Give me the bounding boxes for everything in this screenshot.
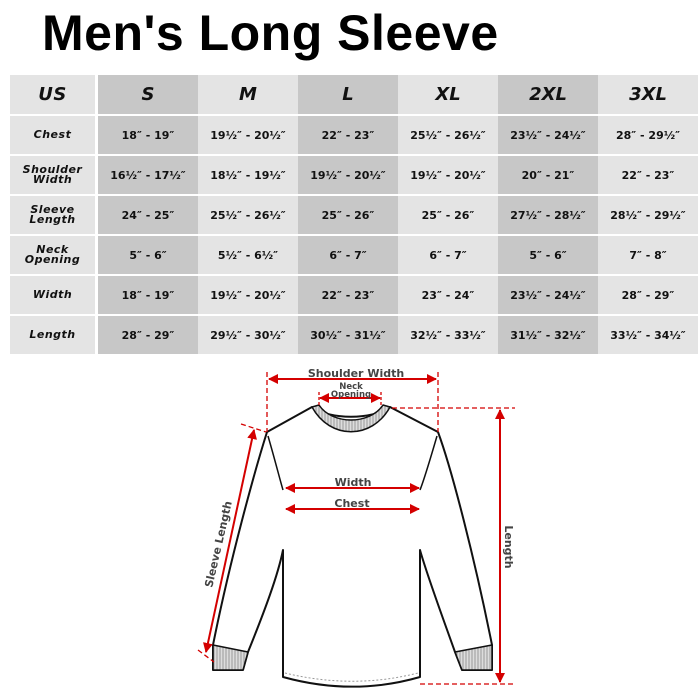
table-row: Chest 18″ - 19″ 19½″ - 20½″ 22″ - 23″ 25½″ -… [10,115,698,156]
table-row: Sleeve Length 24″ - 25″ 25½″ - 26½″ 25″ - 26… [10,195,698,236]
row-label-line: Sleeve [30,203,75,216]
table-cell: 18″ - 19″ [96,115,198,156]
table-cell: 22″ - 23″ [298,115,398,156]
row-label-line: Length [29,213,76,226]
table-cell: 19½″ - 20½″ [298,155,398,196]
table-cell: 30½″ - 31½″ [298,315,398,356]
table-cell: 7″ - 8″ [598,235,698,276]
row-label: Chest [10,115,98,156]
table-cell: 28″ - 29″ [96,315,198,356]
size-header-2xl: 2XL [498,75,598,116]
table-cell: 23″ - 24″ [398,275,498,316]
table-cell: 6″ - 7″ [298,235,398,276]
table-cell: 25½″ - 26½″ [398,115,498,156]
table-cell: 18½″ - 19½″ [198,155,298,196]
row-label-line: Shoulder [22,163,83,176]
length-label: Length [502,525,515,568]
table-cell: 29½″ - 30½″ [198,315,298,356]
size-header-l: L [298,75,398,116]
table-cell: 25″ - 26″ [298,195,398,236]
row-label-line: Length [29,328,76,341]
table-cell: 5½″ - 6½″ [198,235,298,276]
table-cell: 16½″ - 17½″ [96,155,198,196]
size-header-3xl: 3XL [598,75,698,116]
row-label: Shoulder Width [10,155,98,196]
table-cell: 22″ - 23″ [298,275,398,316]
table-cell: 19½″ - 20½″ [198,275,298,316]
table-cell: 28″ - 29″ [598,275,698,316]
size-header-m: M [198,75,298,116]
table-cell: 25″ - 26″ [398,195,498,236]
row-label-line: Width [32,288,73,301]
table-cell: 31½″ - 32½″ [498,315,598,356]
table-cell: 19½″ - 20½″ [398,155,498,196]
row-label: Length [10,315,98,356]
table-cell: 33½″ - 34½″ [598,315,698,356]
row-label: Neck Opening [10,235,98,276]
header-row: US S M L XL 2XL 3XL [10,75,698,116]
size-table: US S M L XL 2XL 3XL Chest 18″ - 19″ 19½″ - 20½″ 2… [10,75,698,356]
table-cell: 27½″ - 28½″ [498,195,598,236]
chest-label: Chest [334,497,369,510]
table-cell: 25½″ - 26½″ [198,195,298,236]
width-label: Width [335,476,372,489]
table-row: Length 28″ - 29″ 29½″ - 30½″ 30½″ - 31½″ 32½… [10,315,698,356]
table-cell: 5″ - 6″ [498,235,598,276]
measure-lines [197,372,515,685]
shirt-diagram: Shoulder Width Neck Opening Width Chest … [197,367,515,688]
table-row: Neck Opening 5″ - 6″ 5½″ - 6½″ 6″ - 7″ 6″ - 7… [10,235,698,276]
neck-opening-label-2: Opening [331,390,371,400]
row-label-line: Width [32,173,73,186]
shoulder-width-label: Shoulder Width [308,367,404,380]
table-cell: 23½″ - 24½″ [498,275,598,316]
size-header-s: S [96,75,198,116]
table-cell: 28″ - 29½″ [598,115,698,156]
neck-opening-label-1: Neck [339,382,363,392]
shirt-outline [212,404,493,688]
table-cell: 28½″ - 29½″ [598,195,698,236]
row-label-line: Neck [36,243,69,256]
row-label: Sleeve Length [10,195,98,236]
table-cell: 24″ - 25″ [96,195,198,236]
table-cell: 18″ - 19″ [96,275,198,316]
table-cell: 6″ - 7″ [398,235,498,276]
table-cell: 32½″ - 33½″ [398,315,498,356]
table-row: Shoulder Width 16½″ - 17½″ 18½″ - 19½″ 19½″ … [10,155,698,196]
table-row: Width 18″ - 19″ 19½″ - 20½″ 22″ - 23″ 23″ - … [10,275,698,316]
row-label: Width [10,275,98,316]
corner-label: US [10,75,98,116]
row-label-line: Chest [33,128,72,141]
size-header-xl: XL [398,75,498,116]
table-cell: 23½″ - 24½″ [498,115,598,156]
table-cell: 22″ - 23″ [598,155,698,196]
page-title: Men's Long Sleeve [42,5,499,61]
table-cell: 19½″ - 20½″ [198,115,298,156]
row-label-line: Opening [24,253,81,266]
table-cell: 20″ - 21″ [498,155,598,196]
table-cell: 5″ - 6″ [96,235,198,276]
